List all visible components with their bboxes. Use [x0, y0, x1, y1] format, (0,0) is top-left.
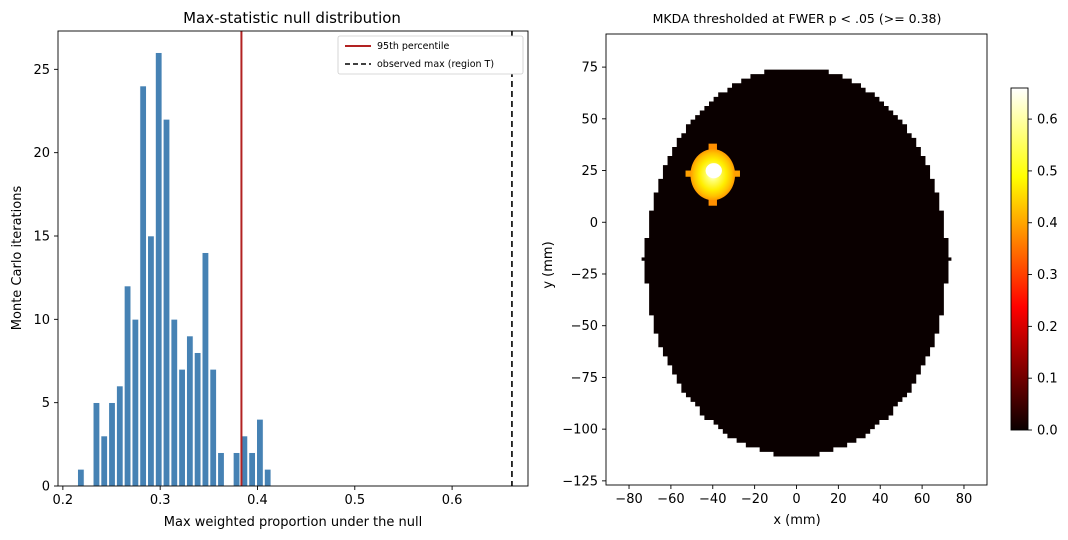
x-tick-label: 0.3 — [150, 493, 171, 508]
heatmap-image — [641, 65, 952, 457]
y-tick-label: 20 — [33, 146, 50, 161]
y-tick-label: 50 — [581, 112, 598, 127]
colorbar-tick-label: 0.5 — [1037, 164, 1058, 179]
histogram-bar — [178, 369, 186, 487]
y-tick-label: −75 — [571, 371, 598, 386]
histogram-bar — [92, 402, 100, 487]
histogram-bar — [108, 402, 116, 487]
y-tick-label: −125 — [562, 474, 598, 489]
y-tick-label: 5 — [42, 396, 50, 411]
histogram-bar — [256, 419, 264, 487]
x-tick-label: 0.6 — [442, 493, 463, 508]
histogram-x-ticks: 0.2 0.3 0.4 0.5 0.6 — [53, 486, 463, 508]
colorbar-tick-label: 0.2 — [1037, 320, 1058, 335]
heatmap-x-ticks: −80 −60 −40 −20 0 20 40 60 80 — [615, 485, 972, 507]
heatmap-x-label: x (mm) — [773, 513, 820, 528]
heatmap-frame — [605, 33, 988, 486]
legend: 95th percentile observed max (region T) — [337, 35, 524, 75]
y-tick-label: 15 — [33, 230, 50, 245]
histogram-bar — [233, 452, 241, 487]
x-tick-label: −40 — [699, 492, 726, 507]
brain-mask — [644, 65, 949, 457]
legend-label-observed: observed max (region T) — [377, 59, 494, 70]
histogram-bar — [131, 319, 139, 487]
histogram-bar — [147, 235, 155, 487]
colorbar-tick-label: 0.1 — [1037, 372, 1058, 387]
y-tick-label: 25 — [33, 63, 50, 78]
colorbar-tick-label: 0.3 — [1037, 268, 1058, 283]
histogram-title: Max-statistic null distribution — [183, 9, 401, 27]
histogram-bar — [170, 319, 178, 487]
legend-label-percentile: 95th percentile — [377, 41, 450, 52]
histogram-bar — [139, 85, 147, 487]
x-tick-label: 60 — [914, 492, 931, 507]
heatmap-y-label: y (mm) — [541, 241, 556, 288]
histogram-bar — [77, 469, 85, 487]
x-tick-label: 0.2 — [53, 493, 74, 508]
histogram-bar — [217, 452, 225, 487]
y-tick-label: 10 — [33, 313, 50, 328]
x-tick-label: 0.4 — [247, 493, 268, 508]
histogram-bar — [248, 452, 256, 487]
histogram-bar — [264, 469, 272, 487]
histogram-bar — [155, 52, 163, 487]
colorbar-gradient — [1010, 87, 1029, 431]
histogram-bar — [116, 385, 124, 487]
heatmap-panel: MKDA thresholded at FWER p < .05 (>= 0.3… — [541, 11, 1058, 528]
x-tick-label: 0 — [792, 492, 800, 507]
x-tick-label: −80 — [615, 492, 642, 507]
y-tick-label: −50 — [571, 319, 598, 334]
x-tick-label: 20 — [830, 492, 847, 507]
x-tick-label: −20 — [741, 492, 768, 507]
colorbar-tick-label: 0.4 — [1037, 216, 1058, 231]
y-tick-label: −25 — [571, 267, 598, 282]
heatmap-y-ticks: 75 50 25 0 −25 −50 −75 −100 −125 — [562, 61, 606, 489]
histogram-bar — [186, 335, 194, 487]
colorbar-tick-label: 0.6 — [1037, 113, 1058, 128]
y-tick-label: 0 — [590, 216, 598, 231]
histogram-y-label: Monte Carlo iterations — [10, 186, 25, 331]
mask-edge — [641, 257, 648, 261]
x-tick-label: 40 — [872, 492, 889, 507]
y-tick-label: 25 — [581, 164, 598, 179]
histogram-y-ticks: 0 5 10 15 20 25 — [33, 63, 58, 495]
activation-peak — [705, 163, 722, 179]
histogram-bar — [201, 252, 209, 487]
y-tick-label: 0 — [42, 480, 50, 495]
x-tick-label: 80 — [956, 492, 973, 507]
colorbar: 0.0 0.1 0.2 0.3 0.4 0.5 0.6 — [1010, 87, 1058, 439]
legend-box — [337, 35, 524, 75]
heatmap-title: MKDA thresholded at FWER p < .05 (>= 0.3… — [653, 11, 942, 26]
histogram-bar — [124, 285, 132, 487]
histogram-bar — [100, 435, 108, 487]
x-tick-label: −60 — [657, 492, 684, 507]
histogram-bars — [77, 52, 272, 487]
histogram-x-label: Max weighted proportion under the null — [164, 515, 422, 530]
colorbar-ticks: 0.0 0.1 0.2 0.3 0.4 0.5 0.6 — [1028, 113, 1058, 439]
colorbar-tick-label: 0.0 — [1037, 424, 1058, 439]
histogram-bar — [194, 352, 202, 487]
histogram-bar — [209, 369, 217, 487]
mask-edge — [945, 257, 952, 261]
y-tick-label: 75 — [581, 61, 598, 76]
y-tick-label: −100 — [562, 423, 598, 438]
histogram-bar — [162, 119, 171, 487]
x-tick-label: 0.5 — [344, 493, 365, 508]
histogram-frame — [57, 30, 529, 487]
histogram-panel: Max-statistic null distribution 0.2 0.3 0.… — [10, 9, 529, 530]
